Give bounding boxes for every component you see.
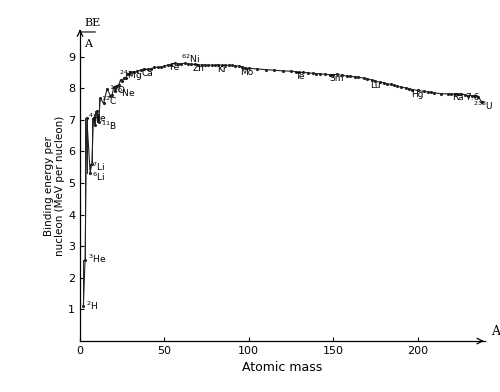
Text: $^{62}$Ni: $^{62}$Ni <box>181 53 200 65</box>
Text: $^{2}$H: $^{2}$H <box>86 300 98 312</box>
Text: $^{16}$O: $^{16}$O <box>108 83 126 96</box>
Text: A: A <box>84 39 92 49</box>
Text: BE: BE <box>84 18 100 28</box>
Text: 7.6: 7.6 <box>465 93 479 102</box>
Text: $^{12}$C: $^{12}$C <box>101 95 117 107</box>
Text: $^{3}$He: $^{3}$He <box>88 253 106 265</box>
X-axis label: Atomic mass: Atomic mass <box>242 361 322 374</box>
Text: $^{4}$He: $^{4}$He <box>88 111 106 124</box>
Text: $^{20}$Ne: $^{20}$Ne <box>113 86 135 98</box>
Text: $^{24}$Mg: $^{24}$Mg <box>119 69 142 83</box>
Text: Kr: Kr <box>217 65 226 74</box>
Text: Lu: Lu <box>370 81 380 90</box>
Text: Sm: Sm <box>329 74 344 83</box>
Text: Zn: Zn <box>192 64 204 73</box>
Text: Hg: Hg <box>411 90 424 99</box>
Text: Fe: Fe <box>170 63 179 72</box>
Text: Mo: Mo <box>240 68 254 76</box>
Text: $^{6}$Li: $^{6}$Li <box>92 171 105 183</box>
Text: Ra: Ra <box>452 93 464 102</box>
Text: Te: Te <box>294 72 304 81</box>
Y-axis label: Binding energy per
nucleon (MeV per nucleon): Binding energy per nucleon (MeV per nucl… <box>44 116 65 256</box>
Text: $^{7}$Li: $^{7}$Li <box>92 161 105 173</box>
Text: $^{11}$B: $^{11}$B <box>101 119 117 132</box>
Text: $^{238}$U: $^{238}$U <box>473 100 494 112</box>
Text: A: A <box>491 325 500 338</box>
Text: Ca: Ca <box>142 69 154 78</box>
